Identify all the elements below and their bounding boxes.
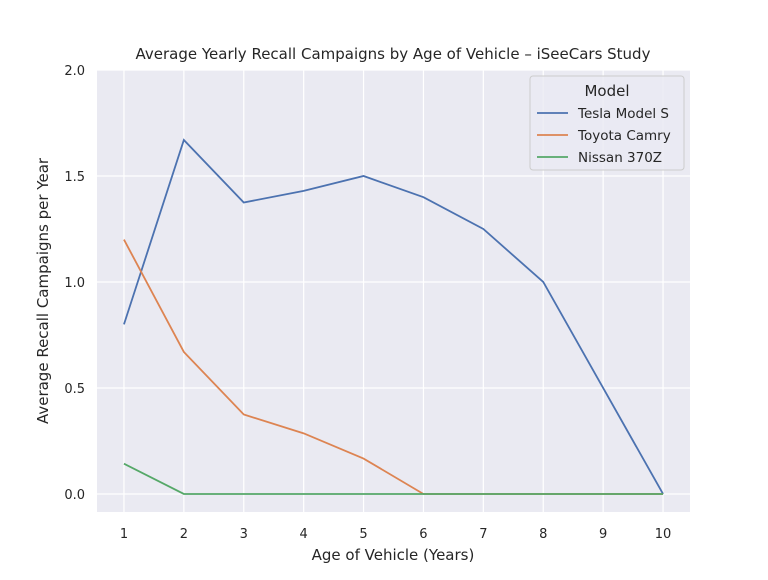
y-axis-label: Average Recall Campaigns per Year bbox=[34, 157, 52, 424]
x-ticks: 1 2 3 4 5 6 7 8 9 10 bbox=[120, 527, 672, 542]
series-line-nissan-370z bbox=[123, 462, 664, 495]
legend-label-toyota-camry: Toyota Camry bbox=[577, 128, 671, 144]
legend-box bbox=[529, 75, 685, 171]
x-tick-label: 7 bbox=[479, 527, 487, 542]
y-tick-label: 1.5 bbox=[64, 170, 85, 185]
x-tick-label: 10 bbox=[655, 527, 672, 542]
legend-label-tesla-model-s: Tesla Model S bbox=[577, 106, 669, 122]
x-tick-label: 9 bbox=[599, 527, 607, 542]
x-tick-label: 5 bbox=[359, 527, 367, 542]
x-tick-label: 3 bbox=[240, 527, 248, 542]
x-tick-label: 1 bbox=[120, 527, 128, 542]
y-ticks: 0.0 0.5 1.0 1.5 2.0 bbox=[64, 64, 85, 503]
y-tick-label: 2.0 bbox=[64, 64, 85, 79]
x-axis-label: Age of Vehicle (Years) bbox=[312, 546, 475, 564]
legend: Model Tesla Model S Toyota Camry Nissan 37… bbox=[529, 75, 685, 171]
x-tick-label: 4 bbox=[300, 527, 308, 542]
y-tick-label: 1.0 bbox=[64, 276, 85, 291]
y-tick-label: 0.5 bbox=[64, 382, 85, 397]
x-tick-label: 2 bbox=[180, 527, 188, 542]
x-tick-label: 6 bbox=[419, 527, 427, 542]
legend-label-nissan-370z: Nissan 370Z bbox=[578, 150, 662, 166]
series-line-tesla-model-s bbox=[123, 138, 664, 495]
legend-title: Model bbox=[584, 82, 629, 100]
chart-title: Average Yearly Recall Campaigns by Age o… bbox=[136, 45, 651, 63]
x-tick-label: 8 bbox=[539, 527, 547, 542]
y-tick-label: 0.0 bbox=[64, 488, 85, 503]
series-lines bbox=[123, 138, 664, 495]
